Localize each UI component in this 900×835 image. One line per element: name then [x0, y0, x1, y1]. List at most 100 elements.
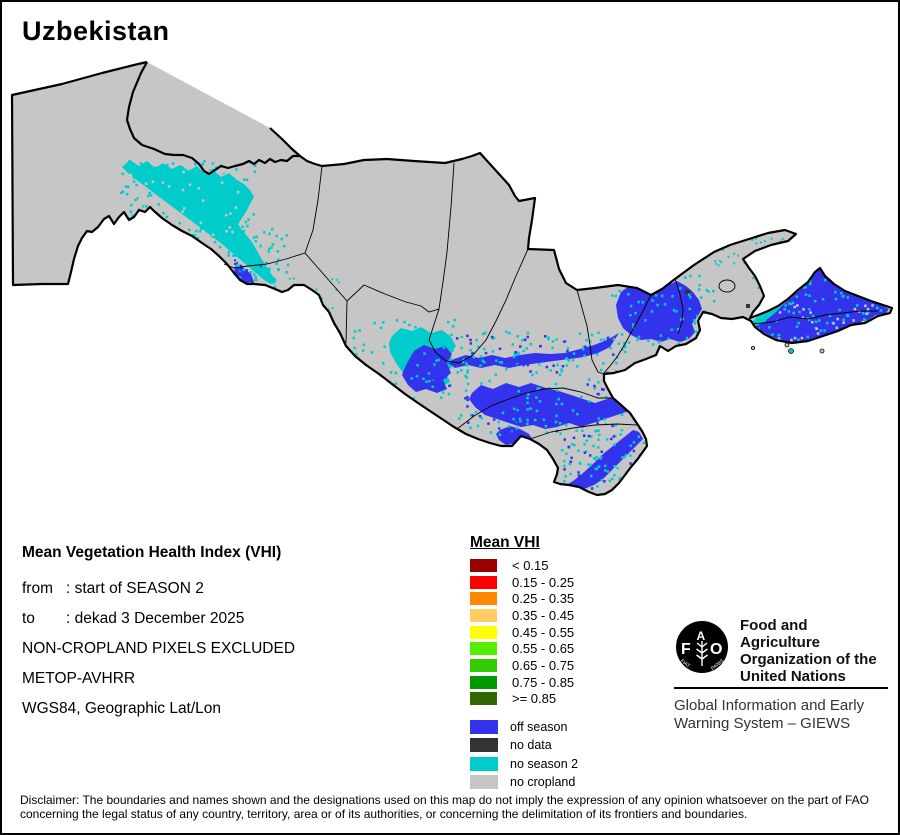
raster-speckle: [807, 318, 811, 322]
raster-speckle: [775, 285, 779, 289]
raster-speckle: [643, 380, 647, 383]
raster-speckle: [206, 266, 209, 270]
raster-speckle: [362, 343, 366, 347]
raster-speckle: [778, 249, 781, 252]
raster-speckle: [195, 268, 199, 271]
raster-speckle: [832, 322, 835, 325]
info-line-text: : dekad 3 December 2025: [66, 610, 245, 627]
raster-speckle: [621, 456, 624, 459]
raster-speckle: [494, 373, 497, 376]
raster-speckle: [773, 272, 776, 275]
raster-speckle: [361, 349, 365, 352]
raster-speckle: [698, 284, 701, 287]
raster-speckle: [481, 359, 484, 362]
raster-speckle: [724, 239, 727, 242]
raster-speckle: [215, 230, 218, 233]
legend-label: 0.25 - 0.35: [512, 591, 575, 607]
raster-speckle: [587, 434, 591, 438]
raster-speckle: [871, 304, 874, 307]
raster-speckle: [259, 265, 262, 268]
raster-speckle: [563, 468, 566, 471]
raster-speckle: [121, 231, 125, 234]
raster-speckle: [271, 243, 275, 246]
raster-speckle: [747, 261, 750, 264]
raster-speckle: [466, 405, 469, 408]
raster-speckle: [782, 295, 785, 298]
fao-logo-letter-o: O: [710, 641, 722, 658]
raster-speckle: [802, 286, 806, 289]
raster-speckle: [427, 372, 431, 375]
raster-speckle: [569, 460, 572, 463]
raster-speckle: [860, 327, 863, 331]
raster-speckle: [793, 305, 796, 309]
raster-speckle: [129, 173, 133, 177]
raster-speckle: [592, 477, 595, 480]
raster-speckle: [480, 416, 483, 420]
raster-speckle: [335, 278, 338, 281]
raster-speckle: [759, 241, 762, 244]
raster-speckle: [614, 434, 617, 438]
raster-speckle: [595, 429, 599, 433]
raster-speckle: [382, 321, 385, 324]
raster-speckle: [638, 418, 642, 421]
raster-speckle: [840, 271, 843, 274]
raster-speckle: [661, 294, 664, 298]
fao-logo-letter-a: A: [697, 629, 706, 643]
raster-speckle: [261, 265, 265, 268]
vhi-legend-title: Mean VHI: [470, 534, 540, 551]
raster-speckle: [776, 300, 779, 304]
raster-speckle: [808, 294, 811, 297]
raster-speckle: [280, 237, 284, 241]
raster-speckle: [254, 240, 258, 243]
raster-speckle: [623, 341, 626, 345]
raster-speckle: [641, 301, 645, 304]
raster-speckle: [480, 382, 483, 385]
raster-speckle: [846, 288, 849, 291]
raster-speckle: [642, 441, 645, 445]
admin-boundary: [223, 252, 306, 269]
raster-speckle: [610, 437, 613, 441]
raster-speckle: [733, 252, 736, 255]
raster-speckle: [585, 450, 588, 453]
aral-border-line: [125, 61, 300, 176]
legend-swatch: [470, 608, 497, 622]
fao-logo-icon: F A O FIAT PANIS: [676, 621, 728, 673]
raster-speckle: [235, 200, 238, 204]
raster-speckle: [538, 363, 541, 366]
raster-speckle: [157, 230, 160, 234]
raster-speckle: [206, 249, 209, 253]
giews-line: Warning System – GIEWS: [674, 714, 851, 732]
raster-speckle: [858, 310, 861, 313]
raster-speckle: [234, 263, 236, 265]
raster-speckle: [570, 456, 573, 460]
raster-speckle: [547, 387, 551, 390]
raster-speckle: [514, 351, 517, 354]
legend-label: 0.15 - 0.25: [512, 574, 575, 590]
raster-speckle: [299, 288, 302, 291]
raster-speckle: [240, 274, 243, 277]
raster-speckle: [526, 418, 529, 422]
raster-speckle: [838, 308, 841, 312]
raster-speckle: [635, 431, 639, 435]
admin-boundary: [751, 310, 878, 325]
raster-speckle: [275, 262, 278, 265]
raster-speckle: [373, 321, 376, 325]
raster-speckle: [183, 207, 186, 210]
raster-speckle: [134, 234, 138, 237]
raster-speckle: [655, 387, 658, 391]
legend-label: no cropland: [510, 775, 576, 790]
raster-speckle: [508, 394, 512, 397]
raster-speckle: [482, 332, 485, 336]
raster-speckle: [200, 171, 204, 175]
raster-speckle: [578, 461, 582, 465]
raster-speckle: [190, 257, 193, 260]
raster-speckle: [620, 413, 624, 416]
raster-speckle: [235, 262, 238, 265]
raster-speckle: [559, 432, 562, 435]
raster-speckle: [215, 262, 219, 265]
raster-speckle: [779, 251, 782, 254]
raster-speckle: [566, 347, 570, 350]
raster-speckle: [522, 363, 525, 367]
raster-speckle: [156, 205, 159, 208]
raster-speckle: [608, 479, 612, 483]
